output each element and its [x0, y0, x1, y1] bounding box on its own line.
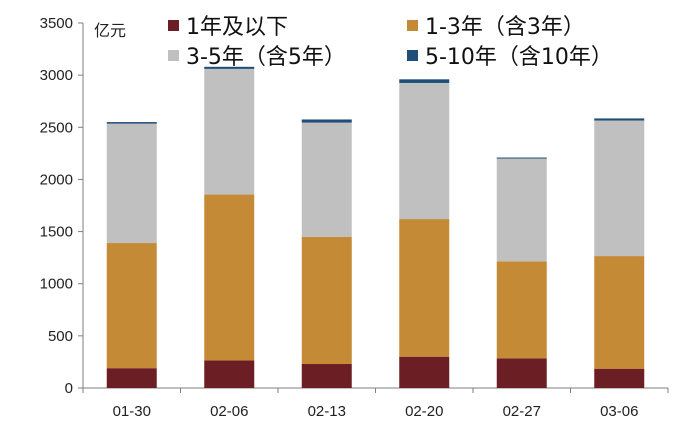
- legend-label: 1年及以下: [186, 15, 288, 40]
- bar-segment-01-30-series-3: [106, 122, 157, 124]
- bar-segment-02-27-series-0: [496, 358, 547, 388]
- bar-segment-02-13-series-3: [301, 119, 352, 123]
- y-tick-label: 500: [48, 328, 73, 345]
- legend-swatch: [168, 50, 179, 61]
- y-tick-label: 1500: [40, 224, 73, 241]
- bar-segment-03-06-series-2: [594, 120, 645, 257]
- bar-segment-02-20-series-2: [399, 82, 450, 220]
- bar-segment-02-13-series-1: [301, 236, 352, 365]
- bar-segment-02-27-series-1: [496, 261, 547, 359]
- legend-swatch: [407, 20, 418, 31]
- bar-segment-02-06-series-0: [204, 360, 255, 388]
- legend-label: 3-5年（含5年）: [186, 45, 346, 70]
- bar-segment-02-27-series-2: [496, 158, 547, 262]
- y-tick-label: 3000: [40, 67, 73, 84]
- bar-segment-02-13-series-0: [301, 364, 352, 388]
- tick-labels: 0 500 1000 1500 2000 2500 3000 3500 01-30 02-06 02…: [40, 15, 639, 420]
- y-tick-label: 1000: [40, 276, 73, 293]
- x-tick-label: 02-06: [210, 403, 248, 420]
- y-tick-label: 0: [65, 380, 73, 397]
- legend-swatch: [168, 20, 179, 31]
- bar-segment-02-06-series-3: [204, 66, 255, 69]
- bar-segment-02-06-series-2: [204, 68, 255, 195]
- y-tick-label: 3500: [40, 15, 73, 32]
- y-tick-label: 2000: [40, 171, 73, 188]
- bar-segment-02-13-series-2: [301, 122, 352, 237]
- y-axis-unit-label: 亿元: [94, 21, 126, 40]
- bar-segment-03-06-series-1: [594, 256, 645, 369]
- legend-swatch: [407, 50, 418, 61]
- legend: 1年及以下 1-3年（含3年） 3-5年（含5年） 5-10年（含10年）: [168, 15, 613, 70]
- bar-segment-02-20-series-1: [399, 219, 450, 357]
- bar-segment-01-30-series-2: [106, 123, 157, 244]
- x-tick-label: 02-27: [503, 403, 541, 420]
- legend-label: 5-10年（含10年）: [425, 45, 613, 70]
- bars: [106, 66, 645, 388]
- x-tick-label: 02-20: [405, 403, 443, 420]
- legend-label: 1-3年（含3年）: [425, 15, 585, 40]
- bar-segment-03-06-series-0: [594, 368, 645, 388]
- bar-segment-02-20-series-0: [399, 356, 450, 388]
- bar-segment-02-27-series-3: [496, 157, 547, 159]
- bar-segment-02-06-series-1: [204, 194, 255, 361]
- y-tick-label: 2500: [40, 119, 73, 136]
- x-tick-label: 02-13: [308, 403, 346, 420]
- axes: [78, 22, 669, 393]
- x-tick-label: 03-06: [600, 403, 638, 420]
- bar-segment-03-06-series-3: [594, 118, 645, 121]
- bar-segment-02-20-series-3: [399, 79, 450, 83]
- x-tick-label: 01-30: [113, 403, 151, 420]
- bar-segment-01-30-series-1: [106, 243, 157, 369]
- bar-segment-01-30-series-0: [106, 368, 157, 388]
